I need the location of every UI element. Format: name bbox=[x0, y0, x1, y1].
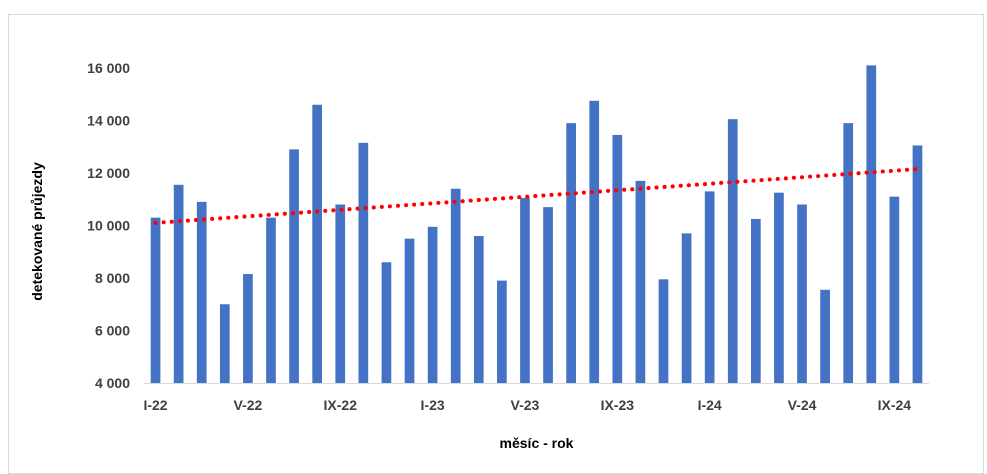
y-tick-label: 10 000 bbox=[87, 218, 130, 234]
bar bbox=[289, 149, 299, 384]
bar bbox=[797, 204, 807, 383]
bar bbox=[243, 274, 253, 383]
bar bbox=[335, 204, 346, 383]
y-tick-label: 6 000 bbox=[95, 323, 130, 339]
x-tick-label: IX-24 bbox=[878, 397, 912, 413]
bar bbox=[681, 233, 692, 384]
bar bbox=[774, 192, 784, 383]
bar bbox=[450, 188, 461, 383]
y-tick-label: 8 000 bbox=[95, 270, 130, 286]
x-tick-label: V-22 bbox=[233, 397, 262, 413]
x-tick-label: IX-23 bbox=[601, 397, 635, 413]
y-axis-ticks: 4 000 6 000 8 000 10 000 12 000 14 000 16 000 bbox=[87, 60, 130, 391]
bar bbox=[219, 304, 230, 383]
y-tick-label: 14 000 bbox=[87, 113, 130, 129]
x-tick-label: I-22 bbox=[143, 397, 167, 413]
y-tick-label: 16 000 bbox=[87, 60, 130, 76]
bar bbox=[427, 226, 438, 383]
bar bbox=[889, 196, 900, 384]
bar bbox=[520, 197, 530, 383]
bar bbox=[266, 217, 276, 384]
bar bbox=[635, 180, 646, 383]
bar bbox=[866, 65, 877, 384]
bar bbox=[358, 142, 369, 383]
bar bbox=[497, 280, 507, 384]
chart-frame: 4 000 6 000 8 000 10 000 12 000 14 000 16 000 … bbox=[8, 14, 984, 474]
bar bbox=[912, 145, 923, 383]
bar bbox=[727, 119, 738, 383]
bar bbox=[404, 238, 415, 384]
bar bbox=[196, 201, 207, 384]
x-tick-label: IX-22 bbox=[324, 397, 358, 413]
bar bbox=[543, 207, 553, 384]
bar bbox=[820, 289, 830, 383]
x-axis-ticks: I-22 V-22 IX-22 I-23 V-23 IX-23 I-24 V-24 IX-24 bbox=[143, 397, 911, 413]
bar bbox=[658, 279, 669, 383]
y-tick-label: 12 000 bbox=[87, 165, 130, 181]
bar bbox=[566, 123, 576, 384]
trend-line bbox=[153, 167, 920, 225]
bar bbox=[381, 262, 392, 383]
bar bbox=[473, 236, 484, 383]
x-axis-title: měsíc - rok bbox=[500, 435, 574, 451]
bar-series bbox=[150, 65, 923, 384]
bar bbox=[704, 191, 715, 383]
bar bbox=[750, 218, 761, 383]
y-axis-title: detekované průjezdy bbox=[29, 162, 45, 301]
x-tick-label: I-23 bbox=[421, 397, 445, 413]
y-tick-label: 4 000 bbox=[95, 375, 130, 391]
bar bbox=[612, 134, 623, 383]
bar bbox=[150, 217, 161, 384]
bar bbox=[843, 123, 854, 384]
x-tick-label: V-23 bbox=[511, 397, 540, 413]
bar bbox=[312, 104, 323, 383]
x-tick-label: I-24 bbox=[698, 397, 722, 413]
bar bbox=[589, 100, 600, 383]
x-tick-label: V-24 bbox=[788, 397, 817, 413]
bar bbox=[173, 184, 184, 383]
